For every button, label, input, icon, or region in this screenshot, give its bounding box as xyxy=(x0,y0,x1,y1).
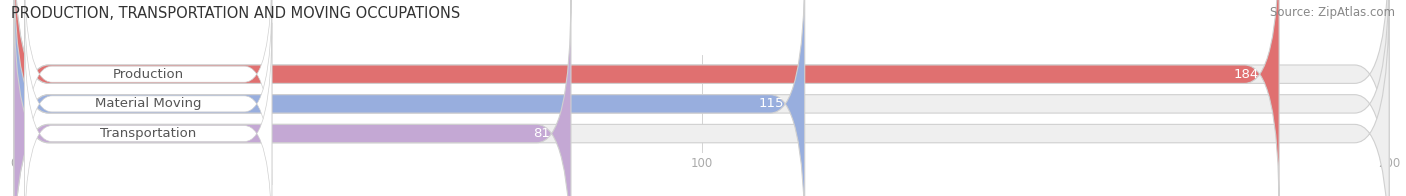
Text: 81: 81 xyxy=(533,127,550,140)
Text: Production: Production xyxy=(112,68,184,81)
Text: Source: ZipAtlas.com: Source: ZipAtlas.com xyxy=(1270,6,1395,19)
FancyBboxPatch shape xyxy=(14,0,571,196)
FancyBboxPatch shape xyxy=(24,0,271,196)
FancyBboxPatch shape xyxy=(14,0,1389,196)
Text: 115: 115 xyxy=(759,97,785,110)
Text: Material Moving: Material Moving xyxy=(94,97,201,110)
FancyBboxPatch shape xyxy=(14,0,1279,196)
FancyBboxPatch shape xyxy=(14,0,1389,196)
Text: Transportation: Transportation xyxy=(100,127,197,140)
FancyBboxPatch shape xyxy=(24,23,271,196)
Text: 184: 184 xyxy=(1233,68,1258,81)
FancyBboxPatch shape xyxy=(24,0,271,185)
Text: PRODUCTION, TRANSPORTATION AND MOVING OCCUPATIONS: PRODUCTION, TRANSPORTATION AND MOVING OC… xyxy=(11,6,461,21)
FancyBboxPatch shape xyxy=(14,0,1389,196)
FancyBboxPatch shape xyxy=(14,0,804,196)
